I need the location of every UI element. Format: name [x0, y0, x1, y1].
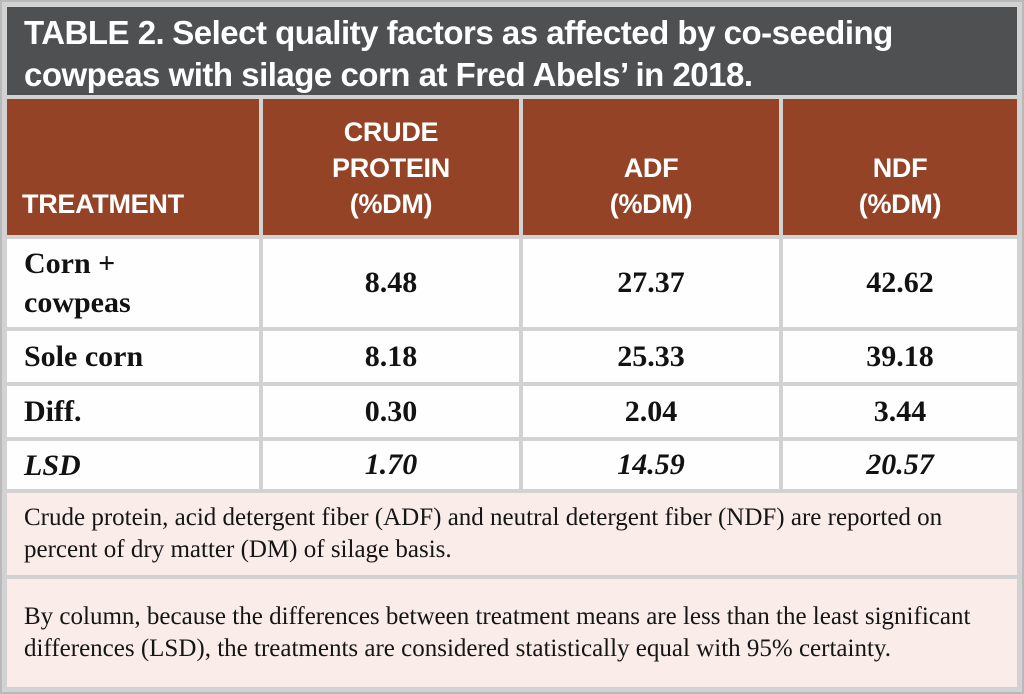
table-title-bar: TABLE 2. Select quality factors as affect… [7, 7, 1017, 95]
column-unit: (%DM) [609, 189, 693, 219]
column-name: NDF [872, 153, 928, 183]
column-header-ndf: NDF (%DM) [783, 99, 1017, 235]
treatment-label: Corn + cowpeas [24, 247, 131, 319]
table-caption: Select quality factors as affected by co… [24, 14, 893, 93]
column-unit: (%DM) [349, 189, 433, 219]
column-header-crude-protein: CRUDE PROTEIN (%DM) [263, 99, 519, 235]
table-row-treatment-cell: Sole corn [7, 331, 259, 382]
column-header-adf: ADF (%DM) [523, 99, 779, 235]
table-cell: 20.57 [783, 441, 1017, 489]
table-cell: 0.30 [263, 386, 519, 437]
table-cell: 8.48 [263, 239, 519, 327]
footnote-text: Crude protein, acid detergent fiber (ADF… [24, 503, 943, 564]
column-header-treatment: TREATMENT [7, 99, 259, 235]
table-cell: 1.70 [263, 441, 519, 489]
table-cell: 25.33 [523, 331, 779, 382]
table-row-treatment-cell: LSD [7, 441, 259, 489]
table-cell: 27.37 [523, 239, 779, 327]
table-row-treatment-cell: Corn + cowpeas [7, 239, 259, 327]
table-number: TABLE 2. [24, 14, 165, 51]
treatment-label: LSD [24, 448, 81, 482]
column-name: TREATMENT [22, 189, 184, 219]
table-cell: 14.59 [523, 441, 779, 489]
footnote-definitions: Crude protein, acid detergent fiber (ADF… [7, 493, 1017, 575]
footnote-statistics: By column, because the differences betwe… [7, 579, 1017, 687]
table-cell: 2.04 [523, 386, 779, 437]
treatment-label: Sole corn [24, 340, 144, 373]
treatment-label: Diff. [24, 395, 82, 428]
table-cell: 39.18 [783, 331, 1017, 382]
column-name: ADF [623, 153, 679, 183]
data-table: TREATMENT CRUDE PROTEIN (%DM) ADF (%DM) … [7, 99, 1017, 489]
table-cell: 42.62 [783, 239, 1017, 327]
table-cell: 8.18 [263, 331, 519, 382]
footnote-text: By column, because the differences betwe… [24, 602, 971, 663]
table-cell: 3.44 [783, 386, 1017, 437]
table-row-treatment-cell: Diff. [7, 386, 259, 437]
column-name: CRUDE PROTEIN [332, 117, 450, 183]
column-unit: (%DM) [858, 189, 942, 219]
